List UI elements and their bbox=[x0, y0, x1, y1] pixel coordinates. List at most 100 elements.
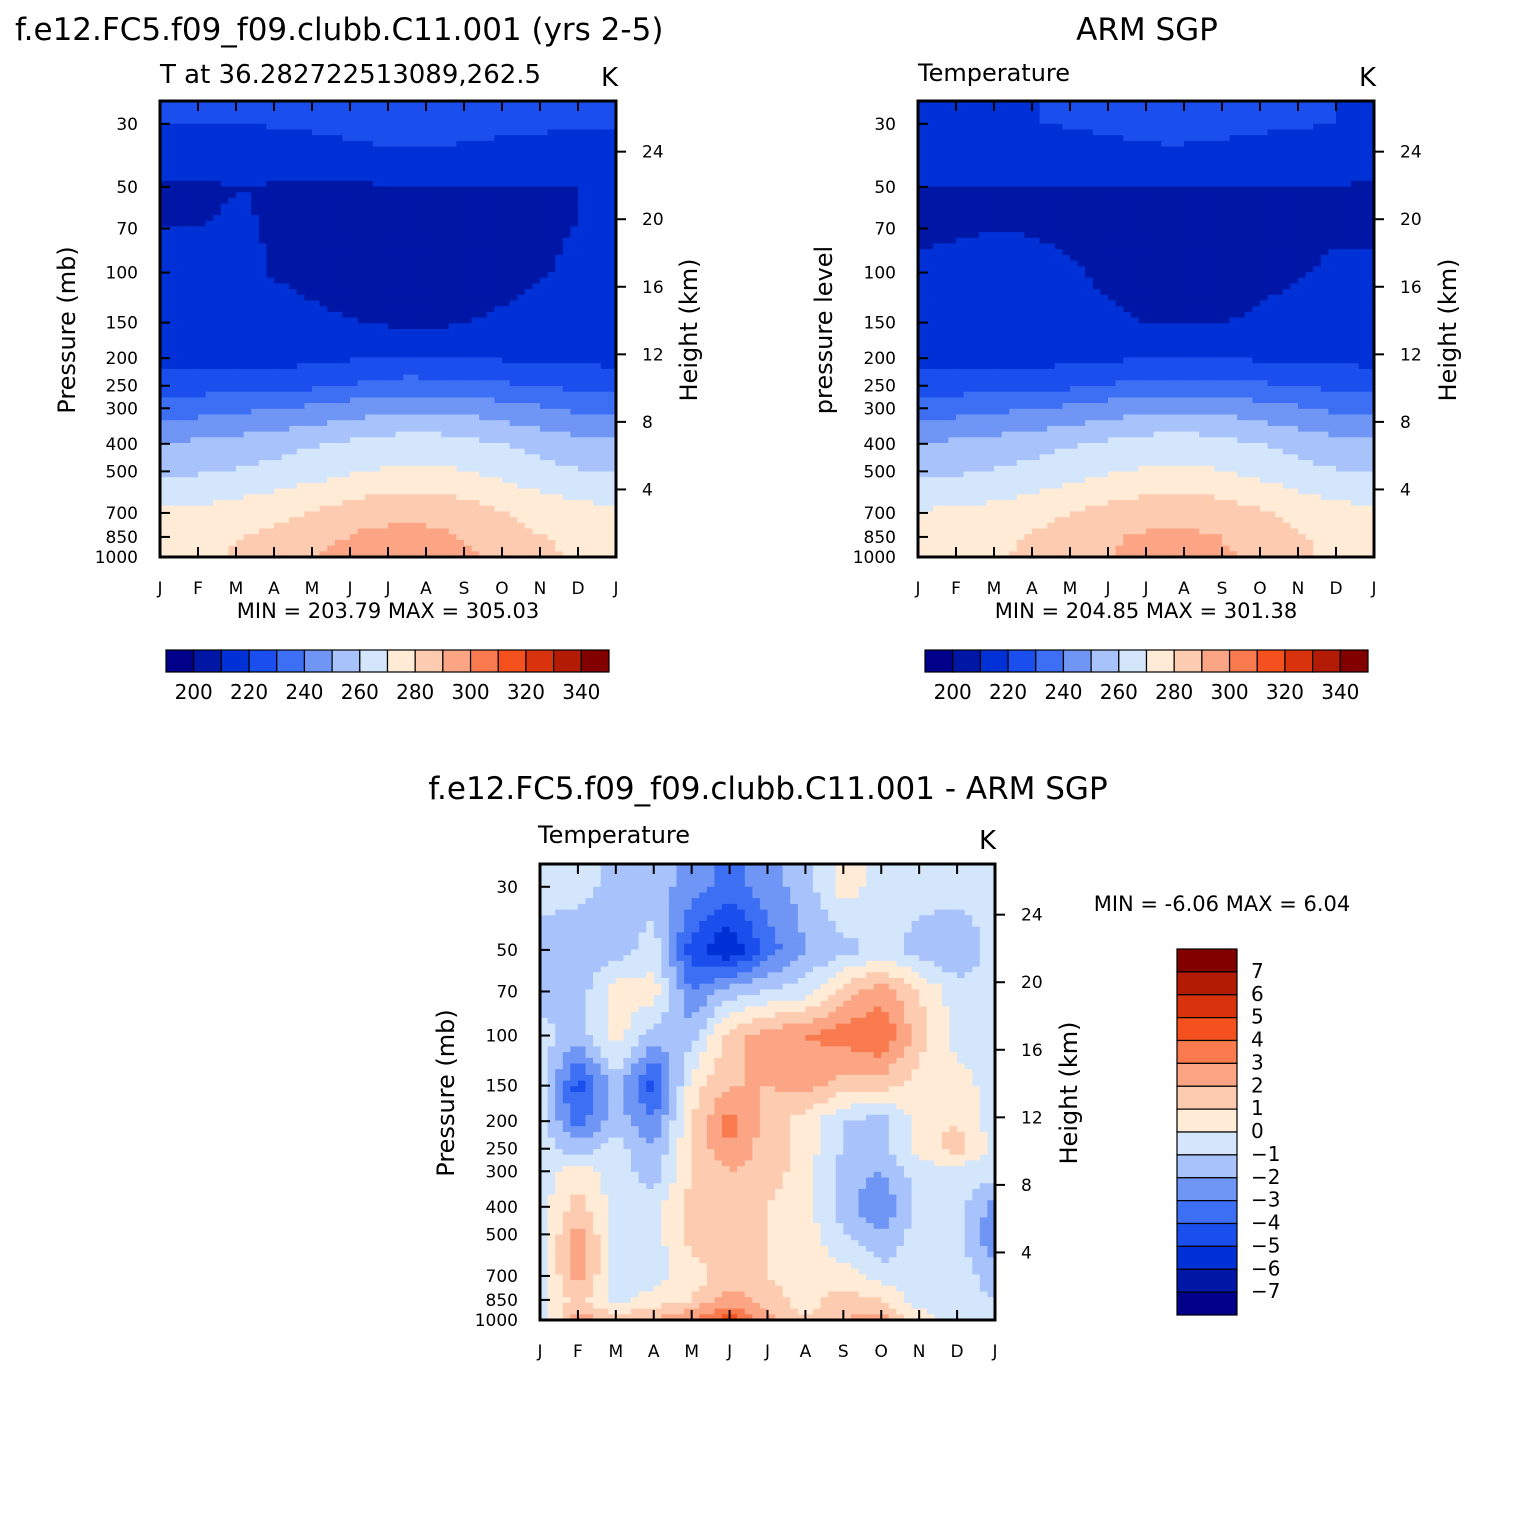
y-tick-label: 400 bbox=[106, 435, 138, 455]
contour-cell bbox=[312, 158, 321, 165]
colorbar-label: 280 bbox=[396, 680, 434, 704]
contour-cell bbox=[494, 106, 503, 113]
contour-cell bbox=[213, 123, 222, 131]
contour-cell bbox=[426, 203, 435, 210]
contour-cell bbox=[319, 129, 328, 136]
contour-cell bbox=[228, 112, 237, 119]
contour-cell bbox=[304, 163, 313, 170]
contour-cell bbox=[540, 254, 549, 262]
contour-cell bbox=[494, 243, 503, 250]
contour-cell bbox=[274, 232, 283, 239]
contour-cell bbox=[289, 380, 298, 387]
contour-cell bbox=[258, 403, 267, 410]
contour-cell bbox=[380, 505, 389, 512]
contour-cell bbox=[555, 460, 564, 467]
contour-cell bbox=[562, 494, 571, 501]
contour-cell bbox=[517, 334, 526, 341]
contour-cell bbox=[418, 306, 427, 313]
contour-cell bbox=[357, 482, 366, 490]
contour-cell bbox=[296, 146, 305, 153]
contour-cell bbox=[327, 397, 336, 404]
contour-cell bbox=[426, 283, 435, 290]
contour-cell bbox=[167, 465, 176, 473]
contour-cell bbox=[471, 129, 480, 136]
contour-cell bbox=[441, 380, 450, 387]
contour-cell bbox=[479, 163, 488, 170]
contour-cell bbox=[456, 311, 465, 319]
contour-cell bbox=[410, 306, 419, 313]
contour-cell bbox=[350, 437, 359, 444]
contour-cell bbox=[517, 175, 526, 182]
contour-cell bbox=[236, 146, 245, 153]
contour-cell bbox=[281, 460, 290, 467]
contour-cell bbox=[502, 140, 511, 148]
contour-cell bbox=[190, 443, 199, 450]
contour-cell bbox=[281, 209, 290, 216]
contour-cell bbox=[350, 391, 359, 398]
contour-cell bbox=[281, 317, 290, 324]
contour-cell bbox=[190, 220, 199, 227]
contour-cell bbox=[258, 363, 267, 370]
contour-cell bbox=[327, 471, 336, 478]
contour-cell bbox=[236, 300, 245, 307]
contour-cell bbox=[1222, 101, 1231, 108]
contour-cell bbox=[213, 135, 222, 142]
contour-cell bbox=[220, 460, 229, 467]
contour-cell bbox=[160, 357, 169, 364]
contour-cell bbox=[578, 260, 587, 267]
contour-cell bbox=[388, 477, 397, 484]
contour-cell bbox=[547, 363, 556, 370]
y-tick-label: 200 bbox=[106, 349, 138, 369]
contour-cell bbox=[600, 363, 609, 370]
contour-cell bbox=[258, 260, 267, 267]
contour-cell bbox=[334, 215, 343, 222]
contour-cell bbox=[160, 146, 169, 153]
contour-cell bbox=[441, 163, 450, 170]
contour-cell bbox=[388, 209, 397, 216]
contour-cell bbox=[471, 346, 480, 353]
contour-cell bbox=[258, 522, 267, 530]
contour-cell bbox=[167, 323, 176, 330]
contour-cell bbox=[304, 146, 313, 153]
contour-cell bbox=[372, 249, 381, 256]
contour-cell bbox=[365, 175, 374, 182]
contour-cell bbox=[213, 391, 222, 398]
contour-cell bbox=[593, 494, 602, 501]
contour-cell bbox=[502, 118, 511, 125]
contour-cell bbox=[1108, 101, 1117, 108]
contour-cell bbox=[395, 465, 404, 473]
contour-cell bbox=[327, 220, 336, 227]
contour-cell bbox=[547, 551, 556, 558]
contour-cell bbox=[448, 112, 457, 119]
contour-cell bbox=[585, 272, 594, 279]
contour-cell bbox=[448, 511, 457, 518]
contour-cell bbox=[585, 380, 594, 387]
contour-cell bbox=[562, 374, 571, 381]
contour-cell bbox=[441, 317, 450, 324]
contour-cell bbox=[593, 215, 602, 222]
contour-cell bbox=[593, 539, 602, 547]
contour-cell bbox=[600, 289, 609, 296]
contour-cell bbox=[312, 215, 321, 222]
contour-cell bbox=[380, 152, 389, 159]
contour-cell bbox=[266, 277, 275, 284]
contour-cell bbox=[1024, 106, 1033, 113]
contour-cell bbox=[205, 380, 214, 387]
contour-cell bbox=[585, 454, 594, 461]
contour-cell bbox=[357, 403, 366, 410]
contour-cell bbox=[555, 300, 564, 307]
contour-cell bbox=[486, 517, 495, 524]
contour-cell bbox=[281, 226, 290, 233]
x-tick-label: J bbox=[346, 579, 352, 599]
contour-cell bbox=[175, 237, 184, 245]
contour-cell bbox=[441, 283, 450, 290]
contour-cell bbox=[357, 454, 366, 461]
contour-cell bbox=[175, 443, 184, 450]
contour-cell bbox=[327, 118, 336, 125]
contour-cell bbox=[198, 511, 207, 518]
contour-cell bbox=[547, 437, 556, 444]
contour-cell bbox=[585, 294, 594, 302]
height-tick-label: 4 bbox=[642, 480, 653, 500]
contour-cell bbox=[570, 118, 579, 125]
contour-cell bbox=[1282, 101, 1291, 108]
